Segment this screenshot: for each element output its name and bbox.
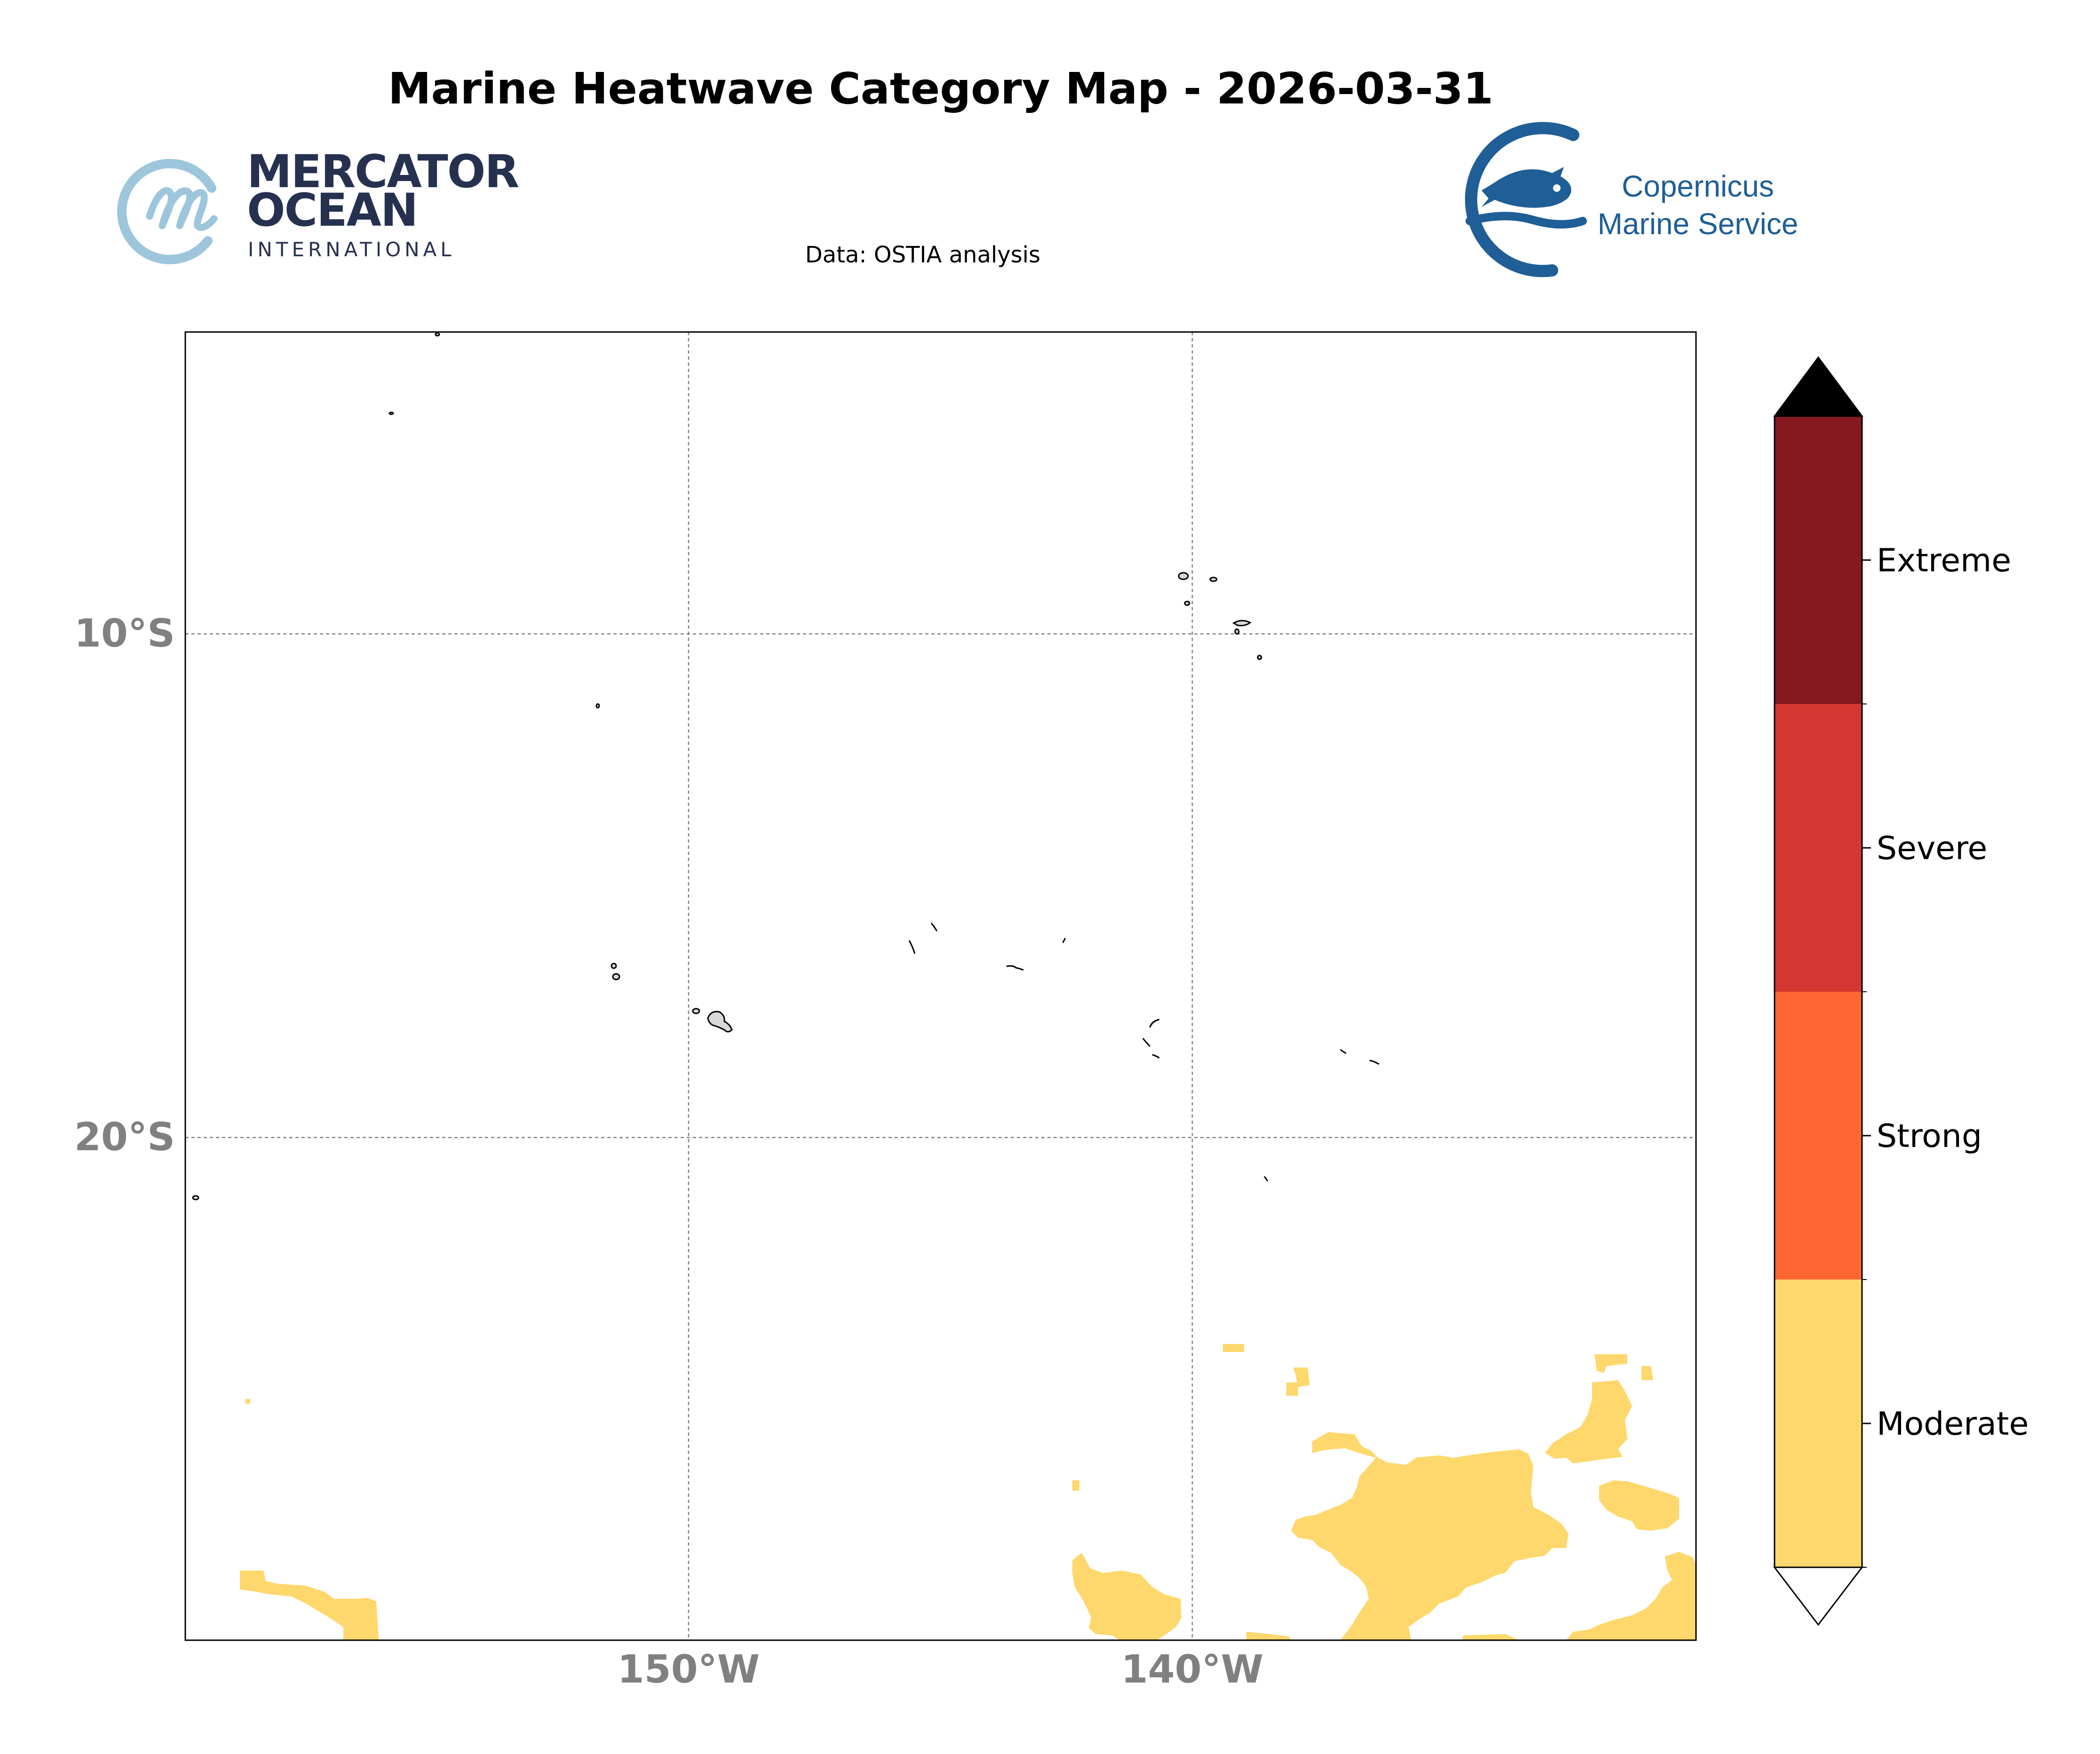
atoll bbox=[1340, 1049, 1347, 1054]
island bbox=[595, 703, 600, 709]
island bbox=[1257, 655, 1262, 660]
colorbar-segment-extreme bbox=[1775, 416, 1862, 704]
island bbox=[1209, 577, 1218, 582]
atoll bbox=[1152, 1054, 1160, 1059]
copernicus-marine-logo: Copernicus Marine Service bbox=[1465, 122, 1799, 277]
colorbar-label-moderate: Moderate bbox=[1877, 1406, 2029, 1443]
atoll bbox=[1006, 965, 1024, 971]
mercator-logo-line1: MERCATOR bbox=[247, 145, 518, 198]
map-gridlines bbox=[185, 332, 1696, 1640]
map-frame bbox=[184, 331, 1697, 1641]
island bbox=[388, 411, 394, 415]
mercator-logo-line3: INTERNATIONAL bbox=[248, 238, 455, 261]
copernicus-logo-line1: Copernicus bbox=[1622, 169, 1774, 203]
map-panel[interactable] bbox=[184, 331, 1697, 1641]
copernicus-logo-line2: Marine Service bbox=[1598, 207, 1799, 241]
lat-label-10s: 10°S bbox=[74, 611, 175, 656]
island bbox=[1184, 600, 1190, 606]
colorbar-label-strong: Strong bbox=[1877, 1118, 1982, 1155]
heatwave-patch-small-west bbox=[246, 1399, 250, 1404]
lat-label-20s: 20°S bbox=[74, 1115, 175, 1160]
island bbox=[435, 332, 440, 337]
heatwave-patch-southwest bbox=[240, 1571, 379, 1640]
colorbar: Extreme Severe Strong Moderate bbox=[1773, 356, 2029, 1626]
island bbox=[612, 973, 620, 980]
atoll bbox=[1263, 1176, 1268, 1182]
atoll bbox=[1062, 938, 1066, 943]
mercator-logo-line2: OCEAN bbox=[247, 184, 417, 237]
island bbox=[1178, 572, 1189, 580]
colorbar-label-extreme: Extreme bbox=[1877, 542, 2011, 579]
copernicus-fish-icon bbox=[1465, 122, 1587, 277]
lon-label-150w: 150°W bbox=[618, 1647, 760, 1692]
island bbox=[1232, 620, 1252, 626]
atoll bbox=[1142, 1038, 1151, 1047]
mercator-m-icon bbox=[117, 158, 218, 264]
colorbar-under-arrow bbox=[1773, 1566, 1864, 1626]
atoll bbox=[908, 940, 916, 954]
island bbox=[610, 963, 617, 969]
map-background bbox=[185, 332, 1696, 1640]
atoll bbox=[930, 923, 938, 932]
island bbox=[692, 1008, 700, 1014]
figure-title: Marine Heatwave Category Map - 2026-03-3… bbox=[388, 63, 1493, 114]
colorbar-segment-strong bbox=[1775, 992, 1862, 1280]
heatwave-moderate-regions bbox=[240, 1344, 1696, 1640]
colorbar-label-severe: Severe bbox=[1877, 830, 1987, 867]
heatwave-patch-southeast-main bbox=[1223, 1344, 1696, 1640]
colorbar-segment-moderate bbox=[1775, 1280, 1862, 1567]
mercator-ocean-logo: MERCATOR OCEAN INTERNATIONAL bbox=[117, 145, 519, 264]
heatwave-patch-speck-1 bbox=[1072, 1480, 1079, 1491]
map-axis-labels: 10°S 20°S 150°W 140°W bbox=[74, 611, 1263, 1692]
lon-label-140w: 140°W bbox=[1121, 1647, 1264, 1692]
colorbar-segment-severe bbox=[1775, 704, 1862, 992]
island bbox=[1234, 628, 1240, 635]
atoll bbox=[1149, 1019, 1160, 1028]
island bbox=[192, 1195, 199, 1201]
colorbar-over-arrow bbox=[1773, 356, 1863, 417]
island-tahiti bbox=[707, 1011, 733, 1033]
atoll bbox=[1369, 1059, 1379, 1065]
island-coastlines bbox=[192, 332, 1379, 1201]
heatwave-patch-south-central bbox=[1072, 1553, 1181, 1640]
figure-subtitle: Data: OSTIA analysis bbox=[805, 242, 1040, 268]
